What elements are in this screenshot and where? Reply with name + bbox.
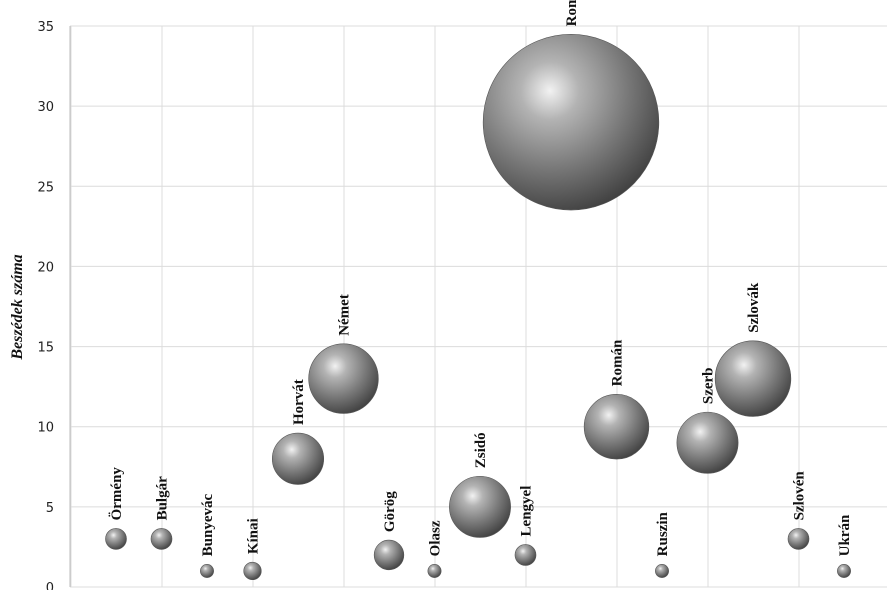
y-tick-label: 10 <box>37 421 54 436</box>
bubble-horvát <box>271 432 325 485</box>
y-tick-label: 15 <box>37 341 54 356</box>
bubble-görög <box>373 539 405 571</box>
bubble-label: Ruszin <box>655 511 671 556</box>
bubble-label: Roma <box>564 0 580 26</box>
bubble-olasz <box>427 564 442 578</box>
bubbles <box>105 34 851 581</box>
bubble-bulgár <box>150 528 173 550</box>
bubble-örmény <box>105 528 127 550</box>
bubble-lengyel <box>514 544 537 566</box>
bubble-szlovén <box>787 528 810 550</box>
bubble-label: Bulgár <box>155 476 171 521</box>
gridlines <box>69 25 887 588</box>
bubble-bunyevác <box>200 564 214 578</box>
bubble-ukrán <box>837 564 851 578</box>
bubble-label: Szlovén <box>792 471 808 521</box>
bubble-label: Zsidó <box>473 432 489 468</box>
bubble-kínai <box>243 561 262 581</box>
bubble-label: Lengyel <box>519 486 535 537</box>
bubble-label: Német <box>337 294 353 336</box>
bubble-label: Görög <box>382 491 398 532</box>
bubble-szlovák <box>714 340 792 417</box>
bubble-label: Horvát <box>291 379 307 425</box>
bubble-roma <box>482 34 660 211</box>
bubble-label: Bunyevác <box>200 493 216 556</box>
y-tick-label: 20 <box>37 260 54 275</box>
bubble-szerb <box>676 411 739 474</box>
bubble-német <box>308 343 379 414</box>
bubble-label: Ukrán <box>837 514 853 556</box>
y-axis-ticks: 0 5 10 15 20 25 30 35 <box>37 20 54 590</box>
bubble-label: Szlovák <box>746 282 762 333</box>
y-tick-label: 25 <box>37 180 54 195</box>
bubble-zsidó <box>449 475 511 538</box>
bubble-label: Román <box>610 339 626 386</box>
bubble-label: Olasz <box>428 520 444 556</box>
y-tick-label: 30 <box>37 100 54 115</box>
bubble-label: Kínai <box>246 518 262 554</box>
y-tick-label: 35 <box>37 20 54 35</box>
y-tick-label: 5 <box>46 501 54 516</box>
y-tick-label: 0 <box>46 581 54 590</box>
bubble-label: Szerb <box>701 367 717 404</box>
y-axis-title: Beszédek száma <box>9 254 26 360</box>
bubble-labels: Örmény Bulgár Bunyevác Kínai Horvát Német Görö… <box>108 0 853 556</box>
bubble-ruszin <box>655 564 669 578</box>
bubble-label: Örmény <box>108 467 125 521</box>
bubble-román <box>583 394 650 460</box>
